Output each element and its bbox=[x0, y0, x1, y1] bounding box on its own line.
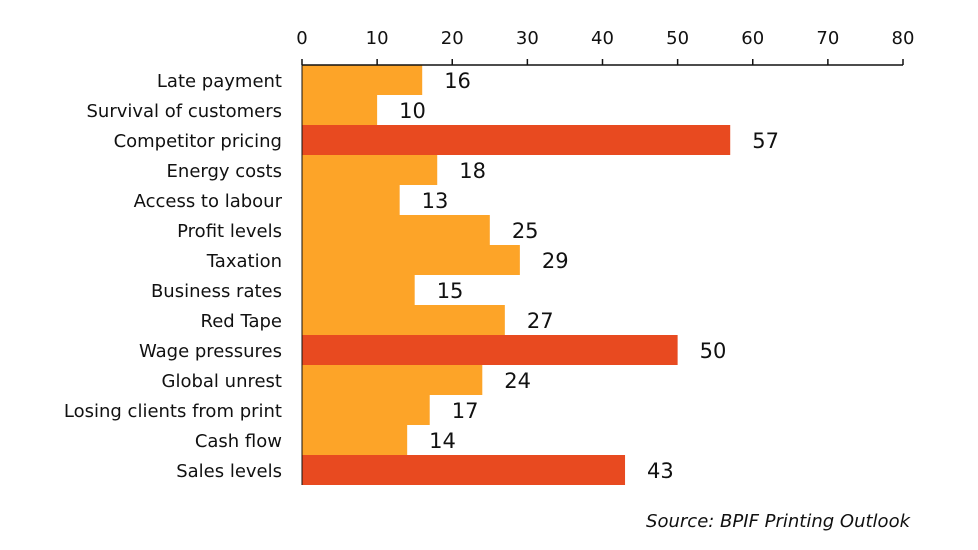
category-label: Survival of customers bbox=[86, 101, 282, 122]
category-label: Wage pressures bbox=[139, 341, 282, 362]
bar bbox=[302, 155, 438, 185]
data-label: 29 bbox=[542, 249, 569, 273]
bar bbox=[302, 125, 731, 155]
category-label: Energy costs bbox=[167, 161, 282, 182]
data-label: 14 bbox=[429, 429, 456, 453]
data-label: 17 bbox=[452, 399, 479, 423]
bars-group bbox=[302, 65, 731, 485]
bar bbox=[302, 305, 505, 335]
data-label: 16 bbox=[444, 69, 471, 93]
bar bbox=[302, 185, 400, 215]
bar bbox=[302, 455, 626, 485]
x-tick-label: 50 bbox=[666, 28, 689, 49]
x-tick-label: 80 bbox=[892, 28, 915, 49]
category-label: Taxation bbox=[206, 251, 282, 272]
category-labels: Late payment Survival of customers Competi… bbox=[64, 71, 283, 482]
category-label: Red Tape bbox=[201, 311, 282, 332]
bar bbox=[302, 275, 415, 305]
category-label: Sales levels bbox=[176, 461, 282, 482]
data-label: 57 bbox=[752, 129, 779, 153]
bar bbox=[302, 95, 378, 125]
category-label: Access to labour bbox=[134, 191, 283, 212]
bar bbox=[302, 395, 430, 425]
bar bbox=[302, 215, 490, 245]
x-tick-label: 0 bbox=[296, 28, 307, 49]
data-label: 18 bbox=[459, 159, 486, 183]
source-note: Source: BPIF Printing Outlook bbox=[646, 511, 910, 532]
category-label: Losing clients from print bbox=[64, 401, 282, 422]
category-label: Late payment bbox=[157, 71, 282, 92]
x-tick-label: 40 bbox=[591, 28, 614, 49]
category-label: Cash flow bbox=[195, 431, 282, 452]
bar bbox=[302, 365, 483, 395]
bar bbox=[302, 65, 423, 95]
x-tick-label: 30 bbox=[516, 28, 539, 49]
bar bbox=[302, 245, 520, 275]
x-tick-label: 10 bbox=[366, 28, 389, 49]
data-label: 10 bbox=[399, 99, 426, 123]
bar bbox=[302, 425, 408, 455]
category-label: Global unrest bbox=[162, 371, 282, 392]
x-axis: 0 10 20 30 40 50 60 70 80 bbox=[296, 28, 914, 485]
category-label: Profit levels bbox=[177, 221, 282, 242]
data-label: 25 bbox=[512, 219, 539, 243]
data-label: 50 bbox=[700, 339, 727, 363]
x-tick-label: 70 bbox=[816, 28, 839, 49]
data-label: 24 bbox=[504, 369, 531, 393]
data-label: 43 bbox=[647, 459, 674, 483]
data-label: 27 bbox=[527, 309, 554, 333]
category-label: Competitor pricing bbox=[114, 131, 282, 152]
data-label: 13 bbox=[422, 189, 449, 213]
x-tick-label: 20 bbox=[441, 28, 464, 49]
category-label: Business rates bbox=[151, 281, 282, 302]
data-label: 15 bbox=[437, 279, 464, 303]
x-tick-label: 60 bbox=[741, 28, 764, 49]
bar bbox=[302, 335, 678, 365]
